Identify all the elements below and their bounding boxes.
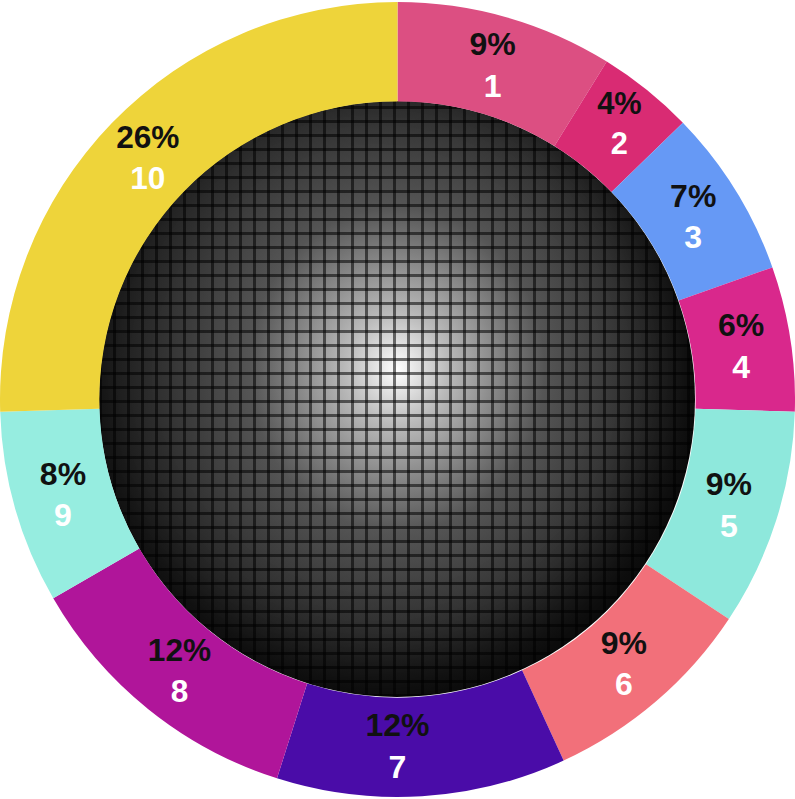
svg-text:8%9: 8%9 — [40, 456, 86, 534]
svg-text:12%7: 12%7 — [365, 707, 429, 785]
svg-text:9%1: 9%1 — [470, 26, 516, 104]
svg-text:12%8: 12%8 — [148, 632, 211, 709]
svg-text:7%3: 7%3 — [670, 178, 716, 256]
svg-text:9%6: 9%6 — [601, 625, 647, 703]
svg-text:9%5: 9%5 — [706, 466, 752, 544]
svg-text:4%2: 4%2 — [597, 86, 642, 161]
svg-text:26%10: 26%10 — [116, 119, 179, 196]
svg-text:6%4: 6%4 — [718, 307, 764, 385]
